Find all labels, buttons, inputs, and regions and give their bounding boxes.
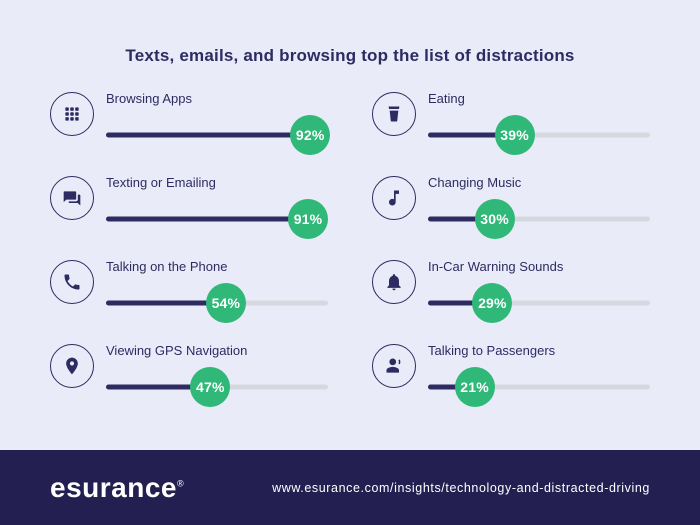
distraction-label: Talking to Passengers (428, 343, 556, 358)
bar-fill (428, 384, 475, 390)
chart-title: Texts, emails, and browsing top the list… (125, 46, 575, 65)
distraction-bar: 39% (428, 114, 650, 156)
distraction-bar: 47% (106, 366, 328, 408)
distraction-bar: 29% (428, 282, 650, 324)
footer-bar: esurance® www.esurance.com/insights/tech… (0, 450, 700, 525)
map-pin-icon (50, 344, 94, 388)
talking-person-icon (372, 344, 416, 388)
percent-value: 92% (295, 127, 325, 143)
chat-bubbles-icon (50, 176, 94, 220)
percent-badge: 21% (454, 367, 495, 407)
esurance-logo: esurance® (50, 471, 185, 503)
distraction-bar: 30% (428, 198, 650, 240)
distraction-bar: 21% (428, 366, 650, 408)
row-browsing-apps: Browsing Apps 92% (50, 90, 331, 174)
music-note-icon (372, 176, 416, 220)
bar-track (428, 384, 650, 390)
bar-track (428, 300, 650, 306)
bar-fill (106, 216, 309, 222)
percent-badge: 92% (290, 115, 331, 155)
row-in-car-warning-sounds: In-Car Warning Sounds 29% (372, 258, 650, 342)
percent-badge: 30% (474, 199, 515, 239)
percent-badge: 54% (205, 283, 246, 323)
percent-value: 54% (211, 295, 241, 311)
bar-fill (428, 132, 515, 138)
row-changing-music: Changing Music 30% (372, 174, 650, 258)
distraction-label: Browsing Apps (106, 91, 192, 106)
bar-fill (106, 300, 226, 306)
bar-fill (428, 300, 493, 306)
row-eating: Eating 39% (372, 90, 650, 174)
distraction-label: Talking on the Phone (106, 259, 228, 274)
distraction-bar: 91% (106, 198, 329, 240)
bar-fill (106, 384, 211, 390)
distraction-chart: Browsing Apps 92% Texting or Emailing 91… (50, 90, 650, 426)
distraction-label: Texting or Emailing (106, 175, 216, 190)
bar-track (428, 216, 650, 222)
footer-url: www.esurance.com/insights/technology-and… (272, 480, 650, 495)
bar-fill (106, 132, 311, 138)
bar-track (428, 132, 650, 138)
percent-badge: 29% (472, 283, 513, 323)
percent-badge: 39% (494, 115, 535, 155)
row-talking-on-the-phone: Talking on the Phone 54% (50, 258, 328, 342)
drink-cup-icon (372, 92, 416, 136)
row-talking-to-passengers: Talking to Passengers 21% (372, 342, 650, 426)
percent-value: 29% (478, 295, 507, 311)
distraction-bar: 92% (106, 114, 331, 156)
row-viewing-gps-navigation: Viewing GPS Navigation 47% (50, 342, 328, 426)
percent-value: 91% (293, 211, 323, 227)
percent-value: 47% (196, 379, 225, 395)
registered-mark: ® (176, 478, 185, 489)
row-texting-or-emailing: Texting or Emailing 91% (50, 174, 329, 258)
phone-icon (50, 260, 94, 304)
distraction-label: Viewing GPS Navigation (106, 343, 248, 358)
distraction-bar: 54% (106, 282, 328, 324)
percent-value: 21% (460, 379, 489, 395)
distraction-label: Eating (428, 91, 465, 106)
bar-fill (428, 216, 495, 222)
distraction-label: Changing Music (428, 175, 522, 190)
percent-badge: 91% (288, 199, 329, 239)
bell-icon (372, 260, 416, 304)
apps-grid-icon (50, 92, 94, 136)
percent-value: 39% (500, 127, 529, 143)
distraction-label: In-Car Warning Sounds (428, 259, 564, 274)
percent-badge: 47% (190, 367, 231, 407)
percent-value: 30% (480, 211, 509, 227)
